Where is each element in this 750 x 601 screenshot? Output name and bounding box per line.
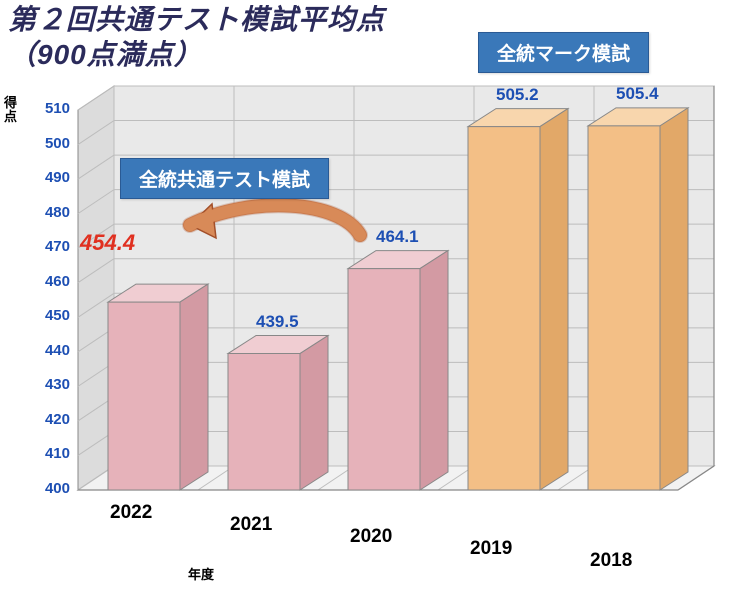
y-tick: 420 xyxy=(30,411,70,428)
x-axis-label: 年度 xyxy=(188,564,214,583)
y-tick: 450 xyxy=(30,307,70,324)
value-label: 505.2 xyxy=(496,85,539,105)
value-label: 439.5 xyxy=(256,312,299,332)
x-tick: 2020 xyxy=(350,526,392,548)
legend-left: 全統共通テスト模試 xyxy=(120,158,329,199)
y-tick: 500 xyxy=(30,135,70,152)
y-tick: 480 xyxy=(30,204,70,221)
y-tick: 440 xyxy=(30,342,70,359)
legend-right: 全統マーク模試 xyxy=(478,32,649,73)
x-tick: 2019 xyxy=(470,538,512,560)
x-tick: 2018 xyxy=(590,550,632,572)
y-tick: 430 xyxy=(30,376,70,393)
y-tick: 470 xyxy=(30,238,70,255)
x-tick: 2021 xyxy=(230,514,272,536)
value-label: 505.4 xyxy=(616,84,659,104)
y-tick: 410 xyxy=(30,445,70,462)
y-tick: 460 xyxy=(30,273,70,290)
y-tick: 510 xyxy=(30,100,70,117)
value-label: 454.4 xyxy=(80,230,135,256)
value-label: 464.1 xyxy=(376,227,419,247)
y-tick: 400 xyxy=(30,480,70,497)
x-tick: 2022 xyxy=(110,502,152,524)
y-tick: 490 xyxy=(30,169,70,186)
